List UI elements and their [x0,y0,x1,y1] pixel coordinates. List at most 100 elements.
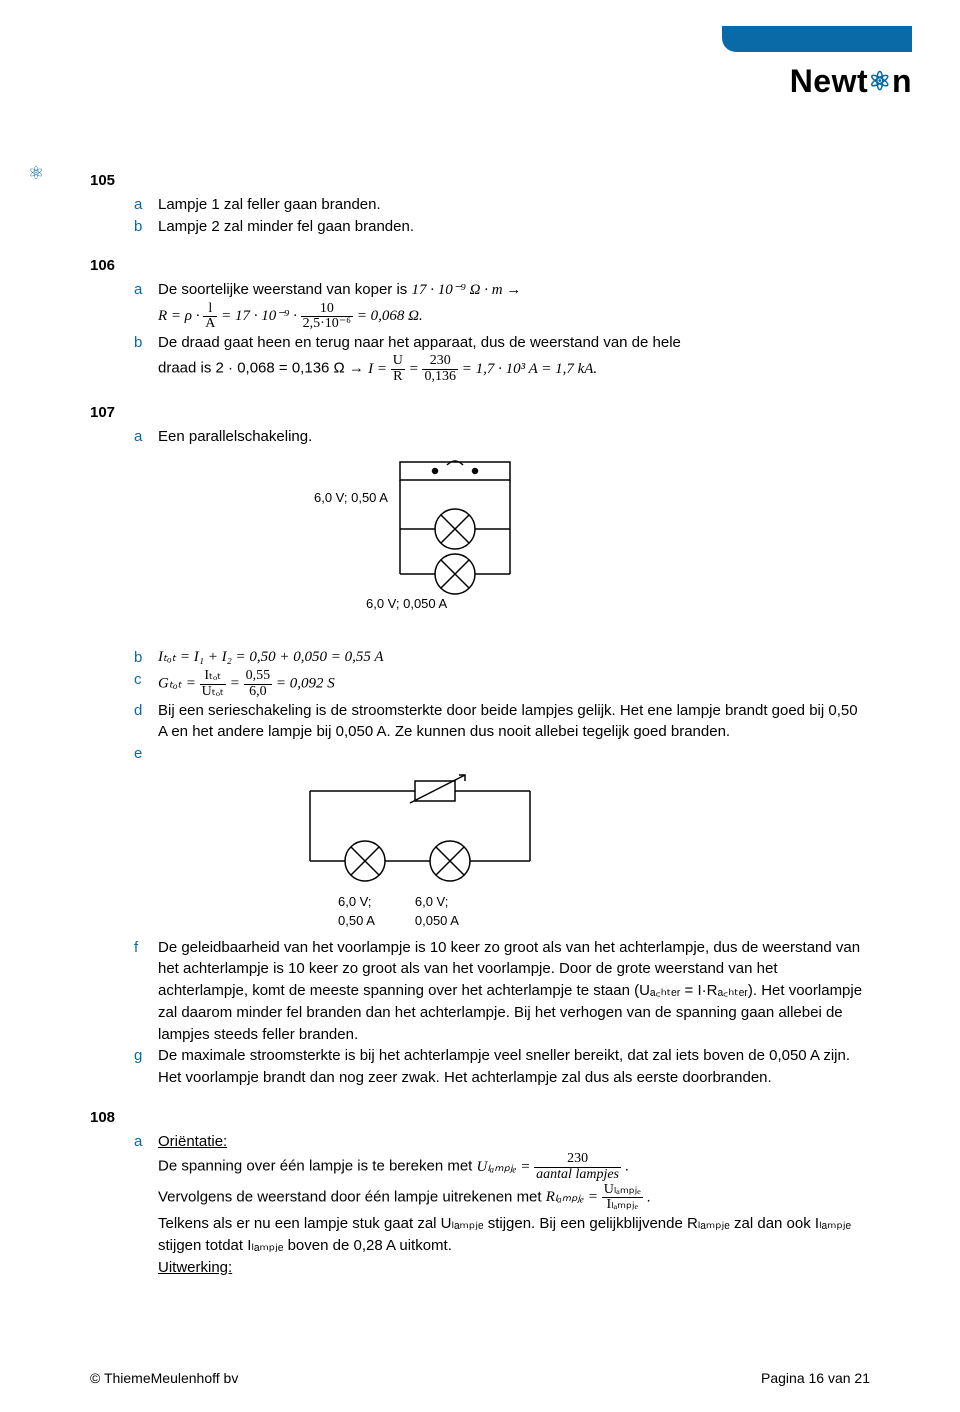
text: R = ρ · [158,308,203,324]
q105-b: b Lampje 2 zal minder fel gaan branden. [134,216,870,238]
answer-text: Lampje 1 zal feller gaan branden. [158,194,870,216]
num: U [391,354,405,370]
answer-text: Lampje 2 zal minder fel gaan branden. [158,216,870,238]
num: 230 [422,354,458,370]
series-circuit-diagram: 6,0 V; 0,50 A 6,0 V; 0,050 A [290,771,870,931]
q106-b: b De draad gaat heen en terug naar het a… [134,332,870,384]
den: 2,5·10⁻⁶ [301,317,353,332]
text: I = [368,361,391,377]
den: A [203,317,217,332]
num: Iₜₒₜ [200,669,226,685]
question-105-number: 105 [90,170,870,192]
margin-atom-icon: ⚛ [28,160,44,186]
part-letter: b [134,647,158,669]
num: 230 [534,1152,621,1168]
q107-c: c Gₜₒₜ = IₜₒₜUₜₒₜ = 0,556,0 = 0,092 S [134,669,870,699]
math: Uₗₐₘₚⱼₑ = 230aantal lampjes [477,1159,625,1175]
q107-a: a Een parallelschakeling. [134,426,870,448]
content: 105 a Lampje 1 zal feller gaan branden. … [90,170,870,1278]
den: Iₗₐₘₚⱼₑ [602,1198,643,1213]
den: 0,136 [422,370,458,385]
math: R = ρ · lA = 17 · 10⁻⁹ · 102,5·10⁻⁶ = 0,… [158,308,423,324]
text: = 17 · 10⁻⁹ · [221,308,301,324]
q107-e: e [134,743,870,765]
parallel-circuit-diagram: 6,0 V; 0,50 A 6,0 V; 0,050 A [370,454,870,642]
t: 0,050 A [415,913,459,928]
q107-b: b Iₜₒₜ = I₁ + I₂ = 0,50 + 0,050 = 0,55 A [134,647,870,669]
text: = 0,068 Ω. [357,308,423,324]
text: Telkens als er nu een lampje stuk gaat z… [158,1215,851,1254]
text: = [230,676,244,692]
question-107-number: 107 [90,402,870,424]
part-letter: f [134,937,158,959]
q106-a: a De soortelijke weerstand van koper is … [134,279,870,332]
diagram-label-top: 6,0 V; 0,50 A [314,489,814,508]
q108-a: a Oriëntatie: De spanning over één lampj… [134,1131,870,1279]
num: l [203,302,217,318]
text: De spanning over één lampje is te bereke… [158,1158,477,1175]
answer-text: Gₜₒₜ = IₜₒₜUₜₒₜ = 0,556,0 = 0,092 S [158,669,870,699]
den: R [391,370,405,385]
text: = [409,361,423,377]
math: Rₗₐₘₚⱼₑ = UₗₐₘₚⱼₑIₗₐₘₚⱼₑ [546,1189,647,1205]
part-letter: a [134,194,158,216]
part-letter: e [134,743,158,765]
text: Uₗₐₘₚⱼₑ = [477,1159,535,1175]
answer-text: Een parallelschakeling. [158,426,870,448]
circuit-svg [370,454,540,604]
q107-g: g De maximale stroomsterkte is bij het a… [134,1045,870,1089]
text: . [647,1188,651,1205]
text: . [625,1158,629,1175]
diagram-label-l: 6,0 V; 0,50 A [338,893,375,931]
den: Uₜₒₜ [200,685,226,700]
t: 6,0 V; [338,894,371,909]
text: De draad gaat heen en terug naar het app… [158,334,681,351]
logo-bar [722,26,912,52]
footer-left: © ThiemeMeulenhoff bv [90,1368,238,1388]
answer-text: Bij een serieschakeling is de stroomster… [158,700,870,744]
footer: © ThiemeMeulenhoff bv Pagina 16 van 21 [90,1368,870,1388]
answer-text: De draad gaat heen en terug naar het app… [158,332,870,384]
text: Vervolgens de weerstand door één lampje … [158,1188,546,1205]
diagram-label-r: 6,0 V; 0,050 A [415,893,459,931]
orientation-heading: Oriëntatie: [158,1133,227,1150]
text: Gₜₒₜ = [158,676,200,692]
num: 10 [301,302,353,318]
answer-text: Oriëntatie: De spanning over één lampje … [158,1131,870,1279]
answer-text: De maximale stroomsterkte is bij het ach… [158,1045,870,1089]
text: draad is 2 · 0,068 = 0,136 Ω → [158,360,368,377]
answer-text: De soortelijke weerstand van koper is 17… [158,279,870,332]
text: Rₗₐₘₚⱼₑ = [546,1189,602,1205]
part-letter: a [134,1131,158,1153]
q105-a: a Lampje 1 zal feller gaan branden. [134,194,870,216]
math: I = UR = 2300,136 = 1,7 · 10³ A = 1,7 kA… [368,361,597,377]
math: 17 · 10⁻⁹ Ω · m → [411,282,521,298]
num: 0,55 [244,669,273,685]
text: De soortelijke weerstand van koper is [158,281,411,298]
question-106-number: 106 [90,255,870,277]
q107-f: f De geleidbaarheid van het voorlampje i… [134,937,870,1046]
question-108-number: 108 [90,1107,870,1129]
part-letter: a [134,426,158,448]
page: Newt⚛n ⚛ 105 a Lampje 1 zal feller gaan … [0,0,960,1412]
part-letter: b [134,216,158,238]
logo-text: Newt⚛n [702,58,912,104]
t: 0,50 A [338,913,375,928]
part-letter: a [134,279,158,301]
t: 6,0 V; [415,894,448,909]
circuit-svg [290,771,550,901]
part-letter: b [134,332,158,354]
answer-text: Iₜₒₜ = I₁ + I₂ = 0,50 + 0,050 = 0,55 A [158,647,870,669]
logo-part2: n [892,63,912,99]
part-letter: c [134,669,158,691]
num: Uₗₐₘₚⱼₑ [602,1183,643,1199]
den: aantal lampjes [534,1168,621,1183]
footer-right: Pagina 16 van 21 [761,1368,870,1388]
q107-d: d Bij een serieschakeling is de stroomst… [134,700,870,744]
text: = 0,092 S [276,676,335,692]
den: 6,0 [244,685,273,700]
uitwerking-heading: Uitwerking: [158,1259,232,1276]
logo: Newt⚛n [702,26,912,104]
part-letter: g [134,1045,158,1067]
part-letter: d [134,700,158,722]
